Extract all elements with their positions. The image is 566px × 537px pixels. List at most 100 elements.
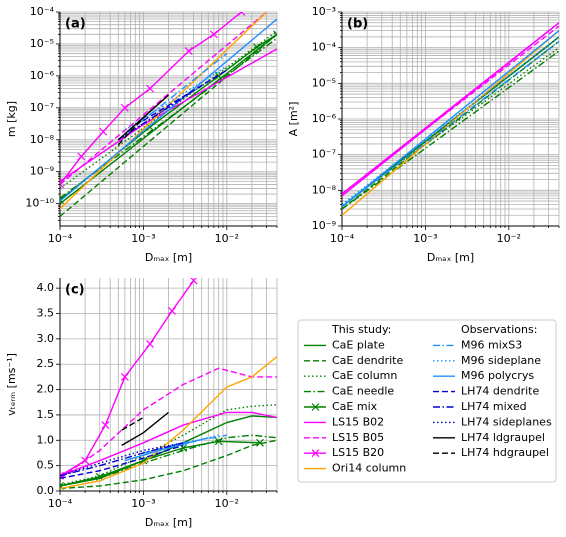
y-tick-label: 10⁻⁵ [30, 37, 54, 50]
legend-label: Ori14 column [332, 462, 406, 475]
y-tick-label: 10⁻³ [312, 5, 336, 18]
y-tick-label: 10⁻⁴ [30, 5, 55, 18]
marker [81, 456, 90, 465]
y-tick-label: 10⁻⁸ [312, 183, 337, 196]
x-axis-label: Dₘₐₓ [m] [145, 516, 192, 529]
y-tick-label: 10⁻⁶ [30, 69, 55, 82]
series-line [60, 439, 277, 490]
marker [146, 340, 154, 348]
marker [237, 12, 246, 16]
legend-header: Observations: [461, 323, 537, 336]
marker [214, 437, 223, 446]
panel: 10⁻⁴ 10⁻³ 10⁻² 10⁻¹⁰ 10⁻⁹ 10⁻⁸ 10⁻⁷ 10⁻⁶ 10⁻⁵ 10⁻… [5, 5, 278, 264]
series-line [60, 30, 277, 189]
y-tick-label: 10⁻⁹ [312, 219, 336, 232]
legend-label: M96 polycrys [461, 369, 534, 382]
legend-label: CaE mix [332, 400, 378, 413]
y-tick-label: 2.5 [37, 357, 55, 370]
series-line [124, 437, 209, 462]
marker [101, 421, 110, 429]
x-tick-label: 10⁻³ [131, 232, 155, 245]
series-line [342, 40, 559, 210]
series-line [60, 18, 277, 202]
marker [184, 47, 193, 55]
y-tick-label: 4.0 [37, 281, 55, 294]
legend-label: CaE column [332, 369, 397, 382]
y-axis-label: vₜₑᵣₘ [ms⁻¹] [5, 353, 18, 416]
y-axis-label: A [m²] [287, 102, 300, 137]
series-line [121, 416, 144, 431]
series-line [60, 356, 277, 490]
y-tick-label: 3.5 [37, 307, 55, 320]
x-tick-label: 10⁻⁴ [330, 232, 355, 245]
y-tick-label: 0.5 [37, 459, 55, 472]
marker [146, 84, 154, 93]
panel: 10⁻⁴ 10⁻³ 10⁻² 0.0 0.5 1.0 1.5 2.0 2.5 3.0 3.5 4.0 (… [5, 278, 557, 529]
marker [179, 443, 188, 452]
legend-marker [311, 449, 320, 458]
legend-label: CaE needle [332, 385, 394, 398]
series-line [342, 22, 559, 195]
y-tick-label: 10⁻⁹ [30, 165, 54, 178]
y-tick-label: 3.0 [37, 332, 55, 345]
series-line [342, 36, 559, 206]
x-axis-label: Dₘₐₓ [m] [427, 251, 474, 264]
series-line [60, 440, 261, 487]
y-tick-label: 10⁻⁷ [312, 148, 336, 161]
legend-label: LH74 mixed [461, 400, 527, 413]
marker [168, 307, 176, 315]
marker [95, 472, 104, 481]
panel-label: (b) [347, 17, 368, 32]
legend-header: This study: [331, 323, 391, 336]
legend-label: LS15 B02 [332, 415, 384, 428]
series-line [60, 444, 184, 480]
series-group [60, 278, 277, 490]
legend-marker [311, 403, 320, 411]
marker [253, 43, 261, 51]
x-axis-label: Dₘₐₓ [m] [145, 251, 192, 264]
legend-label: LS15 B05 [332, 431, 384, 444]
series-line [60, 411, 277, 477]
legend-label: LS15 B20 [332, 446, 384, 459]
series-line [60, 48, 277, 182]
marker [60, 180, 64, 189]
y-tick-label: 2.0 [37, 383, 55, 396]
marker [77, 152, 86, 161]
series-line [117, 97, 184, 141]
series-line [60, 33, 277, 217]
series-line [117, 110, 151, 146]
series-line [60, 442, 184, 477]
legend-box [297, 319, 557, 483]
series-line [60, 33, 277, 205]
panel-label: (a) [65, 17, 86, 32]
y-axis-label: m [kg] [5, 101, 18, 137]
series-line [60, 442, 184, 477]
marker [189, 278, 198, 285]
panel: 10⁻⁴ 10⁻³ 10⁻² 10⁻⁹ 10⁻⁸ 10⁻⁷ 10⁻⁶ 10⁻⁵ 10⁻⁴ 10⁻³… [287, 5, 560, 264]
x-tick-label: 10⁻⁴ [48, 497, 73, 510]
y-tick-label: 10⁻⁴ [312, 41, 337, 54]
series-line [60, 12, 268, 210]
x-tick-label: 10⁻² [497, 232, 521, 245]
series-line [60, 12, 242, 185]
series-line [60, 404, 277, 486]
y-tick-label: 10⁻⁸ [30, 133, 55, 146]
marker [209, 30, 218, 39]
legend-label: LH74 ldgraupel [461, 431, 545, 444]
marker [120, 103, 129, 112]
legend-label: M96 mixS3 [461, 338, 522, 351]
legend-label: LH74 sideplanes [461, 415, 552, 428]
series-line [342, 50, 559, 210]
marker [120, 372, 129, 381]
series-line [60, 434, 277, 487]
series-line [143, 69, 228, 122]
series-line [117, 53, 228, 141]
marker [60, 196, 64, 204]
legend-label: M96 sideplane [461, 354, 541, 367]
y-tick-label: 10⁻⁶ [312, 112, 337, 125]
y-tick-label: 10⁻¹⁰ [25, 197, 54, 210]
x-tick-label: 10⁻² [215, 497, 239, 510]
y-tick-label: 1.0 [37, 433, 55, 446]
y-tick-label: 0.0 [37, 484, 55, 497]
